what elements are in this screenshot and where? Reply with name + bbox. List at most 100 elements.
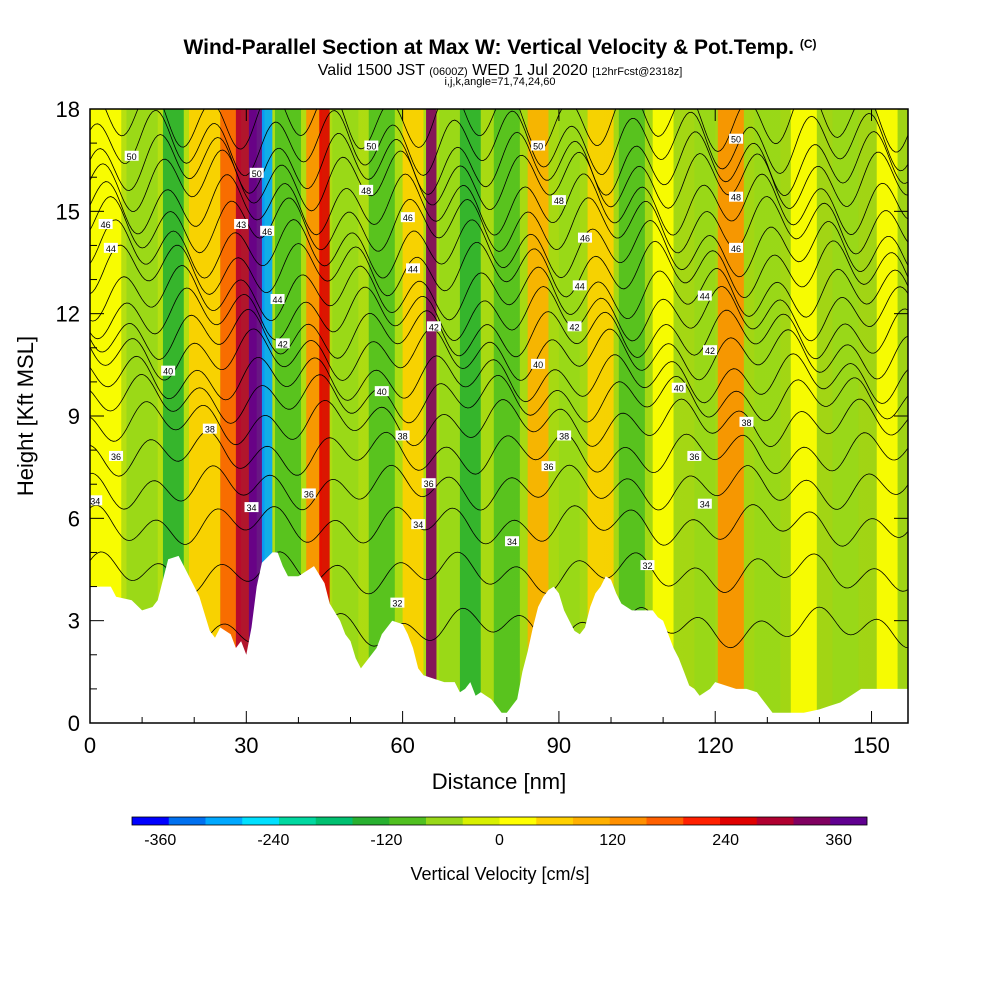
svg-text:42: 42 xyxy=(570,322,580,332)
contour-label: 42 xyxy=(275,338,290,349)
contour-label: 46 xyxy=(98,218,113,230)
isentrope-line xyxy=(90,606,908,649)
isentrope-line xyxy=(105,109,908,153)
isentrope-line xyxy=(90,196,908,255)
isentrope-line xyxy=(90,328,908,381)
svg-text:50: 50 xyxy=(731,135,741,145)
isentrope-line xyxy=(90,173,908,236)
svg-text:38: 38 xyxy=(205,425,215,435)
svg-text:36: 36 xyxy=(424,479,434,489)
colorbar-segment xyxy=(830,817,868,825)
velocity-column xyxy=(426,109,437,723)
svg-text:44: 44 xyxy=(408,264,418,274)
contour-labels: 34 36 38 40 44 46 50 34 36 43 46 50 44 42 48 50 46 44 42 40… xyxy=(90,133,754,609)
isentrope-line xyxy=(90,219,908,279)
isentrope-line xyxy=(90,430,908,477)
svg-text:42: 42 xyxy=(429,322,439,332)
contour-label: 44 xyxy=(270,294,285,305)
isentrope-line xyxy=(90,398,908,448)
svg-text:48: 48 xyxy=(731,193,741,203)
colorbar-tick-label: 120 xyxy=(599,832,626,849)
x-axis-label: Distance [nm] xyxy=(432,769,567,794)
contour-label: 34 xyxy=(90,495,103,506)
contour-label: 32 xyxy=(390,597,405,609)
svg-text:48: 48 xyxy=(361,186,371,196)
colorbar-segment xyxy=(609,817,647,825)
contour-label: 48 xyxy=(729,191,744,203)
contour-label: 38 xyxy=(202,423,217,435)
svg-text:38: 38 xyxy=(741,418,751,428)
contour-label: 42 xyxy=(426,321,441,332)
colorbar-segment xyxy=(132,817,170,825)
colorbar-label: Vertical Velocity [cm/s] xyxy=(410,864,589,884)
velocity-column xyxy=(754,109,781,723)
svg-text:44: 44 xyxy=(106,244,116,254)
contour-label: 46 xyxy=(260,225,275,237)
x-axis-ticks: 0 30 60 90 120 150 xyxy=(84,109,890,758)
contour-label: 50 xyxy=(364,140,379,152)
potential-temperature-contours xyxy=(90,109,908,649)
colorbar-segment xyxy=(205,817,243,825)
isentrope-line xyxy=(90,308,908,360)
velocity-column xyxy=(493,109,520,723)
contour-label: 34 xyxy=(697,498,712,510)
x-tick-label: 30 xyxy=(234,733,258,758)
contour-label: 34 xyxy=(505,536,520,547)
velocity-column xyxy=(459,109,481,723)
svg-text:44: 44 xyxy=(700,292,710,302)
colorbar-segment xyxy=(462,817,500,825)
velocity-column xyxy=(439,109,460,723)
isentrope-line xyxy=(90,464,908,511)
contour-label: 40 xyxy=(531,358,546,370)
svg-text:50: 50 xyxy=(533,142,543,152)
svg-text:40: 40 xyxy=(533,360,543,370)
svg-text:34: 34 xyxy=(700,500,710,510)
colorbar-segment xyxy=(756,817,794,825)
contour-label: 44 xyxy=(572,280,587,291)
contour-label: 44 xyxy=(406,263,421,274)
contour-label: 36 xyxy=(541,461,556,472)
isentrope-line xyxy=(90,551,908,595)
y-tick-label: 6 xyxy=(68,506,80,531)
contour-label: 48 xyxy=(359,184,374,196)
svg-text:46: 46 xyxy=(262,227,272,237)
colorbar-segment xyxy=(536,817,574,825)
y-tick-label: 15 xyxy=(56,199,80,224)
contour-label: 34 xyxy=(411,519,426,530)
svg-text:34: 34 xyxy=(90,496,100,506)
contour-label: 50 xyxy=(124,150,139,162)
svg-text:46: 46 xyxy=(101,220,111,230)
svg-text:36: 36 xyxy=(304,489,314,499)
contour-label: 40 xyxy=(161,365,176,377)
colorbar-frame xyxy=(131,816,868,826)
isentrope-line xyxy=(90,373,908,424)
svg-text:43: 43 xyxy=(236,220,246,230)
chart-indices: i,j,k,angle=71,74,24,60 xyxy=(444,76,556,88)
contour-label: 32 xyxy=(640,560,655,571)
contour-label: 40 xyxy=(374,386,389,397)
colorbar-segment xyxy=(793,817,831,825)
isentrope-line xyxy=(90,504,908,547)
velocity-column xyxy=(876,109,898,723)
colorbar-segment xyxy=(426,817,464,825)
velocity-column xyxy=(832,109,859,723)
contour-label: 38 xyxy=(739,416,754,428)
contour-label: 36 xyxy=(687,450,702,462)
svg-text:42: 42 xyxy=(705,346,715,356)
svg-text:36: 36 xyxy=(543,462,553,472)
svg-text:36: 36 xyxy=(689,452,699,462)
chart-subtitle: Valid 1500 JST (0600Z) WED 1 Jul 2020 [1… xyxy=(317,62,683,79)
contour-label: 44 xyxy=(103,242,118,254)
contour-label: 46 xyxy=(729,242,744,254)
svg-text:38: 38 xyxy=(559,431,569,441)
colorbar-segment xyxy=(389,817,427,825)
contour-label: 34 xyxy=(244,502,259,513)
y-tick-label: 18 xyxy=(56,97,80,122)
contour-label: 42 xyxy=(567,321,582,332)
contour-label: 36 xyxy=(109,450,124,462)
colorbar-segment xyxy=(315,817,353,825)
contour-label: 36 xyxy=(301,488,316,499)
svg-text:40: 40 xyxy=(163,367,173,377)
